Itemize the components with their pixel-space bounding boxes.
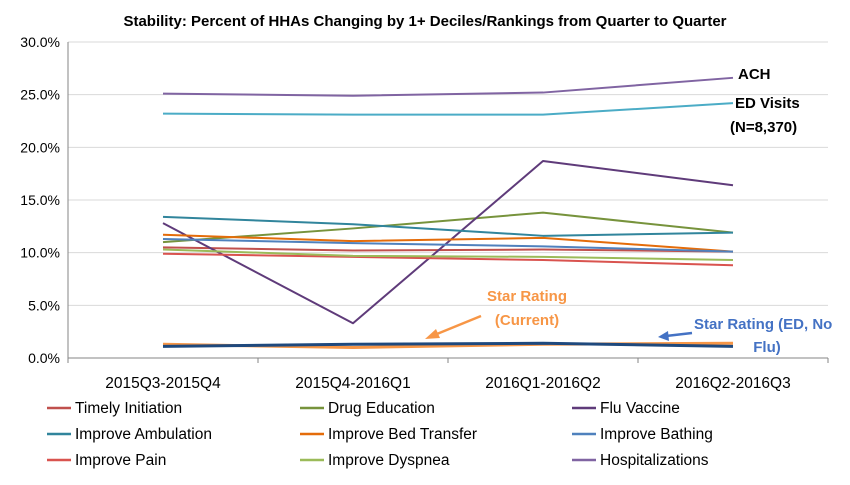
annotation-star-rating-current: Star Rating <box>487 288 567 305</box>
legend: Timely Initiation Drug Education Flu Vacci… <box>47 400 713 469</box>
series-line <box>162 160 734 325</box>
x-tick-label: 2015Q4-2016Q1 <box>295 375 410 392</box>
legend-label: Improve Pain <box>75 452 166 469</box>
legend-label: Improve Bathing <box>600 426 713 443</box>
y-tick-label: 5.0% <box>28 297 60 313</box>
annotation-ach: ACH <box>738 66 771 83</box>
series-line <box>162 233 734 253</box>
y-tick-label: 15.0% <box>20 192 60 208</box>
legend-label: Timely Initiation <box>75 400 182 417</box>
annotation-arrow-blue <box>665 331 693 338</box>
annotation-star-rating-ed: Star Rating (ED, No <box>694 316 832 333</box>
y-tick-label: 0.0% <box>28 350 60 366</box>
annotation-star-rating-current-2: (Current) <box>495 312 559 329</box>
annotation-ed-visits-n: (N=8,370) <box>730 119 797 136</box>
series-line <box>162 248 734 262</box>
series-line <box>162 211 734 244</box>
series-line <box>162 237 734 253</box>
annotation-star-rating-ed-2: Flu) <box>753 339 781 356</box>
series-line <box>162 76 734 97</box>
y-tick-label: 20.0% <box>20 139 60 155</box>
annotation-arrowhead-orange <box>425 329 440 339</box>
series-line <box>162 215 734 237</box>
x-tick-label: 2016Q2-2016Q3 <box>675 375 790 392</box>
annotation-arrow-orange <box>431 314 482 338</box>
gridlines <box>67 41 829 363</box>
y-tick-label: 30.0% <box>20 34 60 50</box>
y-tick-label: 10.0% <box>20 245 60 261</box>
series-line <box>162 102 734 116</box>
series-line <box>162 246 734 253</box>
legend-label: Improve Ambulation <box>75 426 212 443</box>
chart-title: Stability: Percent of HHAs Changing by 1… <box>123 13 726 30</box>
legend-label: Improve Bed Transfer <box>328 426 477 443</box>
x-axis-tick-labels: 2015Q3-2015Q4 2015Q4-2016Q1 2016Q1-2016Q2 2… <box>105 375 790 392</box>
legend-label: Hospitalizations <box>600 452 709 469</box>
series-lines <box>162 76 734 349</box>
legend-label: Improve Dyspnea <box>328 452 450 469</box>
annotations: ACH ED Visits (N=8,370) Star Rating (Cur… <box>425 66 832 356</box>
annotation-arrowhead-blue <box>658 331 669 341</box>
y-axis-tick-labels: 0.0% 5.0% 10.0% 15.0% 20.0% 25.0% 30.0% <box>20 34 60 366</box>
x-tick-label: 2016Q1-2016Q2 <box>485 375 600 392</box>
legend-label: Drug Education <box>328 400 435 417</box>
series-line <box>162 341 734 348</box>
y-tick-label: 25.0% <box>20 87 60 103</box>
legend-label: Flu Vaccine <box>600 400 680 417</box>
annotation-ed-visits: ED Visits <box>735 95 800 112</box>
x-tick-label: 2015Q3-2015Q4 <box>105 375 221 392</box>
series-line <box>162 252 734 267</box>
